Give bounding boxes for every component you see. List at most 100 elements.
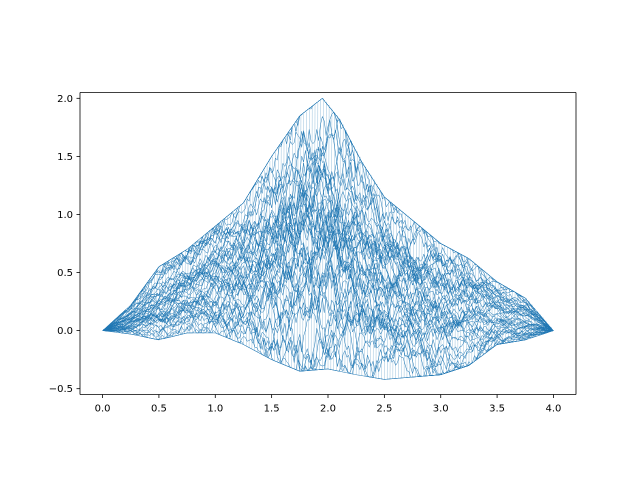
mesh-crossline [496,281,499,345]
mesh-crossline [305,111,307,371]
mesh-crossline [398,208,400,379]
mesh-crossline [313,104,316,371]
mesh-crossline [209,230,212,333]
mesh-crossline [443,245,445,374]
mesh-crossline [105,327,107,332]
mesh-crossline [184,251,186,334]
mesh-crossline [116,317,119,333]
mesh-crossline [138,293,141,336]
mesh-crossline [217,223,220,335]
mesh-crossline [215,226,217,333]
mesh-crossline [336,115,338,371]
mesh-crossline [172,258,175,337]
mesh-crossline [479,267,482,358]
mesh-crossline [195,242,197,333]
mesh-crossline [119,315,121,333]
mesh-crossline [499,283,502,345]
mesh-crossline [372,179,375,378]
mesh-crossline [133,301,135,335]
mesh-crossline [158,266,161,340]
mesh-crossline [350,140,352,374]
mesh-crossline [203,235,206,333]
mesh-crossline [251,188,254,350]
mesh-crossline [327,105,330,369]
mesh-crossline [316,102,319,370]
mesh-crossline [268,161,271,359]
mesh-crossline [113,320,116,333]
mesh-crossline [130,305,133,335]
mesh-crossline [164,263,166,339]
mesh-crossline [429,234,431,376]
mesh-crossline [353,146,355,375]
mesh-crossline [527,301,530,339]
mesh-crossline [415,222,417,377]
mesh-crossline [446,246,448,373]
mesh-crossline [324,101,327,370]
x-tick-label: 2.5 [376,404,392,415]
mesh-crossline [161,264,164,340]
mesh-crossline [412,220,414,378]
mesh-crossline [155,270,158,340]
mesh-path [102,259,554,354]
mesh-crossline [367,170,369,377]
mesh-path [102,162,554,331]
mesh-crossline [200,237,203,333]
mesh-crossline [178,254,181,336]
mesh-crossline [246,198,248,347]
mesh-crossline [406,215,409,378]
mesh-crossline [533,307,536,338]
mesh-crossline [299,115,302,372]
mesh-path [102,199,554,342]
mesh-crossline [423,229,426,377]
mesh-path [102,98,554,331]
mesh-crossline [361,162,364,376]
mesh-crossline [237,207,240,343]
mesh-crossline [274,152,276,361]
mesh-crossline [468,258,471,366]
mesh-crossline [243,202,245,345]
mesh-crossline [319,100,321,370]
mesh-crossline [181,252,183,335]
mesh-crossline [508,288,510,343]
mesh-crossline [229,214,231,339]
mesh-crossline [147,282,150,338]
mesh-path [102,189,554,370]
mesh-crossline [375,183,378,379]
mesh-crossline [150,278,152,339]
mesh-crossline [463,255,465,368]
mesh-crossline [381,192,383,379]
mesh-crossline [296,119,299,371]
mesh-crossline [226,216,228,338]
mesh-crossline [477,265,479,360]
mesh-crossline [460,254,462,369]
y-tick-label: 1.0 [57,210,73,221]
mesh-crossline [395,206,398,379]
mesh-crossline [223,219,226,337]
mesh-crossline [192,244,195,333]
mesh-crossline [285,136,288,366]
mesh-crossline [169,259,172,338]
mesh-crossline [401,210,403,379]
mesh-crossline [234,209,237,342]
mesh-crossline [136,297,138,336]
mesh-crossline [364,166,367,377]
mesh-path [102,211,554,331]
mesh-crossline [153,274,155,339]
mesh-crossline [260,174,262,354]
mesh-crossline [474,263,476,362]
mesh-crossline [212,228,214,333]
mesh-crossline [448,248,451,372]
mesh-crossline [110,322,113,332]
mesh-crossline [417,224,420,377]
mesh-path [102,164,554,331]
mesh-crossline [310,107,313,371]
mesh-crossline [544,320,547,334]
mesh-series [102,98,554,380]
mesh-crossline [426,231,429,376]
mesh-crossline [494,279,496,347]
y-tick-label: 0.5 [57,268,73,279]
mesh-crossline [355,151,358,375]
mesh-crossline [386,199,389,380]
y-tick-label: 2.0 [57,94,73,105]
